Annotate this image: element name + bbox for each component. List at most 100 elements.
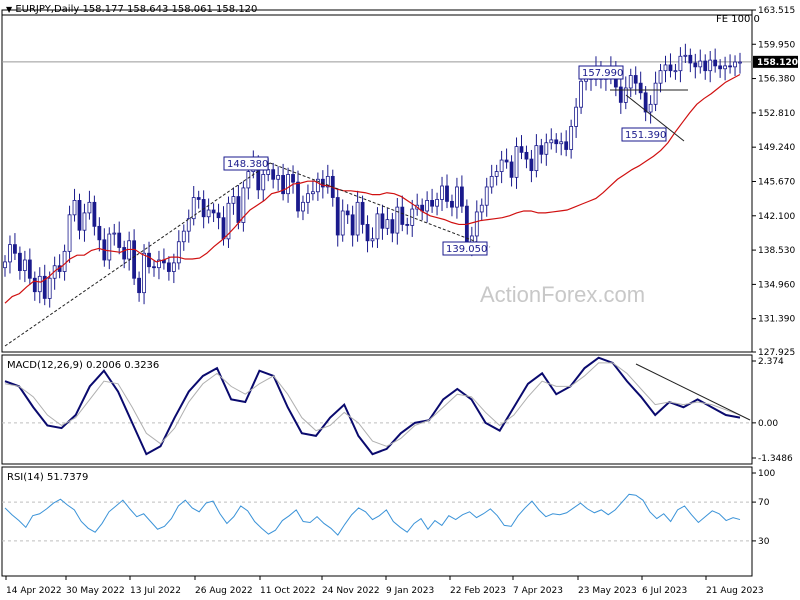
macd-line — [4, 356, 741, 456]
candle — [673, 63, 678, 80]
candle-body — [445, 185, 449, 202]
candle — [8, 235, 12, 274]
candle-body — [450, 200, 454, 208]
candle — [390, 212, 395, 243]
candle-body — [653, 82, 658, 105]
candle-body — [186, 218, 191, 232]
candle-body — [32, 277, 37, 293]
candle-body — [246, 171, 251, 189]
candle — [430, 188, 434, 213]
candle-body — [514, 146, 519, 178]
candle-body — [241, 187, 246, 223]
candle-body — [440, 185, 444, 200]
candle-body — [117, 232, 122, 248]
candle-body — [157, 259, 161, 269]
candle-body — [569, 126, 574, 150]
candle-body — [380, 213, 385, 229]
candle-body — [455, 186, 459, 208]
candle — [291, 165, 295, 194]
candle — [623, 76, 628, 110]
candle-body — [688, 54, 693, 64]
candle — [137, 271, 141, 302]
candle-body — [638, 82, 643, 94]
candle-body — [87, 201, 92, 214]
candle-body — [62, 250, 67, 272]
candle — [191, 185, 196, 226]
candle-body — [375, 213, 380, 240]
candle — [142, 244, 146, 305]
candle — [534, 134, 539, 178]
candle-body — [261, 174, 266, 191]
x-tick-label: 6 Jul 2023 — [642, 586, 687, 596]
candle-body — [276, 175, 281, 180]
candle-body — [13, 244, 17, 254]
symbol-ohlc-label: EURJPY,Daily 158.177 158.643 158.061 158… — [15, 4, 258, 15]
candle — [489, 164, 494, 194]
candle — [92, 195, 97, 236]
candle — [663, 55, 668, 83]
candle — [37, 267, 42, 304]
candle — [618, 77, 623, 114]
candle-body — [459, 186, 464, 207]
rsi-tick-label: 100 — [758, 469, 775, 479]
candle-body — [504, 159, 509, 163]
candle — [171, 253, 176, 284]
candle-body — [559, 141, 564, 145]
candle-body — [122, 247, 127, 260]
candle — [395, 198, 400, 245]
candle — [440, 176, 444, 211]
trend-line — [269, 162, 491, 248]
price-tick-label: 138.530 — [758, 246, 795, 256]
candle-body — [425, 200, 430, 212]
candle-body — [221, 217, 226, 240]
candle — [668, 53, 673, 78]
candle-body — [47, 277, 52, 299]
candle — [340, 199, 345, 242]
rsi-tick-label: 70 — [758, 498, 770, 508]
candle — [152, 259, 156, 277]
candle-body — [286, 174, 290, 195]
macd-signal-line — [4, 362, 741, 447]
rsi-tick-label: 30 — [758, 537, 770, 547]
candle-body — [360, 201, 365, 225]
candle-body — [196, 197, 201, 200]
candle — [67, 205, 72, 263]
candle — [52, 256, 57, 290]
candle-body — [713, 59, 718, 67]
candle — [261, 165, 266, 202]
dropdown-triangle-icon[interactable]: ▼ — [6, 5, 13, 14]
candle-body — [211, 209, 216, 214]
candle-body — [628, 75, 633, 89]
candle-body — [643, 92, 648, 113]
candle — [17, 246, 22, 280]
candle — [157, 250, 161, 280]
candle — [653, 71, 658, 112]
candle-body — [673, 70, 678, 73]
x-tick-label: 14 Apr 2022 — [6, 586, 62, 596]
candle-body — [231, 196, 236, 204]
rsi-line — [4, 493, 741, 536]
symbol-header: ▼ EURJPY,Daily 158.177 158.643 158.061 1… — [6, 4, 257, 15]
candle-body — [42, 275, 47, 299]
candle-body — [544, 142, 549, 155]
price-tick-label: 127.925 — [758, 348, 795, 358]
candle-body — [226, 202, 231, 240]
candle-body — [494, 171, 499, 177]
candle-body — [191, 197, 196, 220]
candle-body — [22, 259, 27, 271]
candle-body — [648, 103, 653, 113]
candle — [102, 228, 107, 267]
annotation-box — [621, 127, 667, 142]
macd-title: MACD(12,26,9) 0.2006 0.3236 — [7, 360, 160, 371]
candle — [504, 148, 509, 169]
candle-body — [3, 261, 7, 269]
candle — [559, 132, 564, 156]
candle-body — [345, 210, 350, 216]
candle — [97, 217, 102, 252]
sma-line — [4, 73, 741, 304]
candle-body — [390, 219, 395, 234]
candle — [166, 256, 171, 281]
macd-tick-label: 2.374 — [758, 357, 784, 367]
x-tick-label: 13 Jul 2022 — [130, 586, 181, 596]
candle-body — [618, 86, 623, 103]
